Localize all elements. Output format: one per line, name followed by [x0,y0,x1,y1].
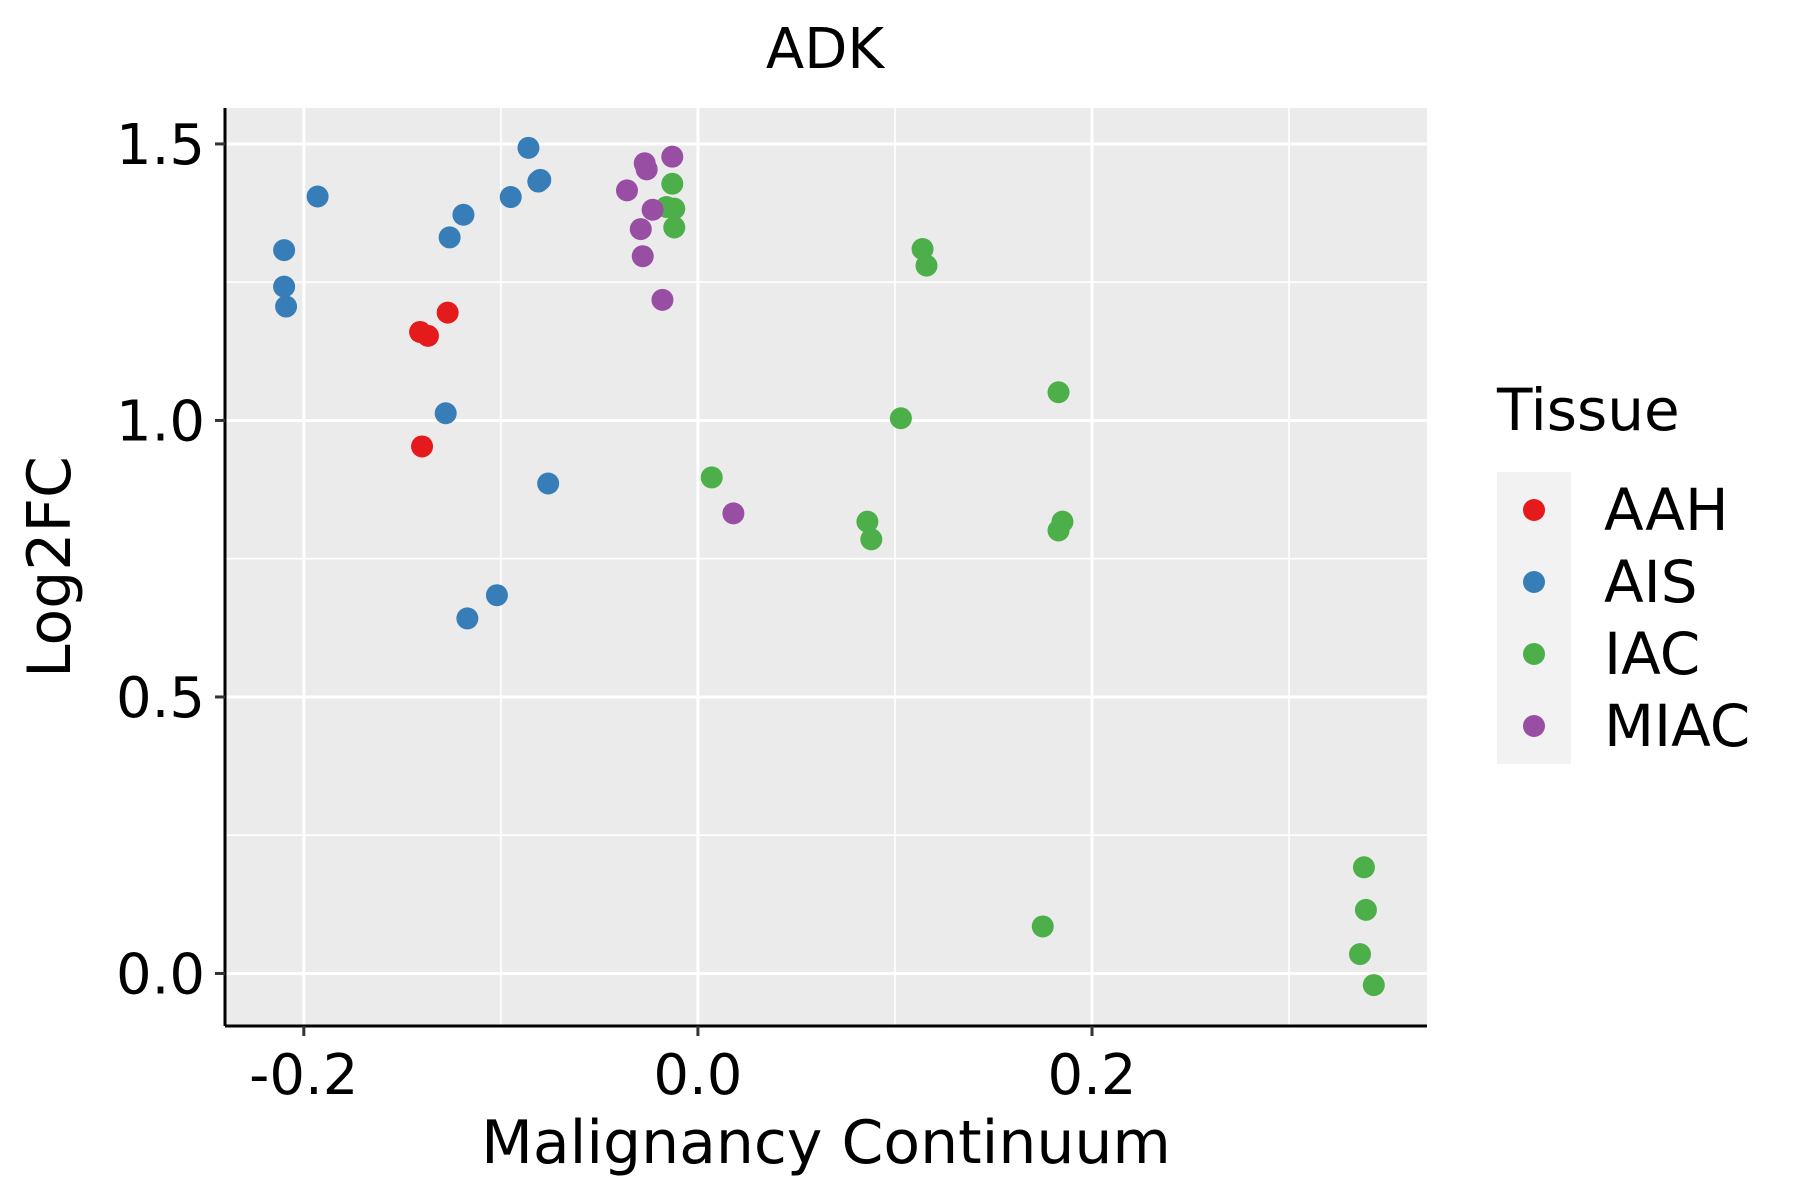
point-iac [1352,856,1375,879]
point-ais [434,402,457,425]
point-iac [1362,974,1385,997]
x-axis-label: Malignancy Continuum [481,1108,1171,1178]
point-ais [499,186,522,209]
legend-key-miac [1523,715,1545,737]
point-iac [663,197,686,220]
point-miac [722,502,745,525]
point-iac [911,238,934,261]
point-iac [663,216,686,239]
point-ais [275,295,298,318]
legend-key-ais [1523,571,1545,593]
point-iac [1051,510,1074,533]
data-points [273,136,1385,997]
point-iac [1354,898,1377,921]
y-tick-label: 1.5 [116,113,205,178]
point-miac [629,218,652,241]
legend-key-iac [1523,643,1545,665]
legend-label-miac: MIAC [1604,692,1750,760]
point-miac [635,158,658,181]
point-iac [1047,381,1070,404]
x-tick-label: 0.2 [1047,1043,1136,1108]
point-iac [889,407,912,430]
y-axis-label: Log2FC [15,456,85,678]
point-iac [700,466,723,489]
major-gridlines [225,108,1427,1026]
x-tick-label: 0.0 [653,1043,742,1108]
point-ais [438,226,461,249]
legend-key-aah [1523,499,1545,521]
point-iac [661,172,684,195]
minor-gridlines [225,108,1427,1026]
point-aah [416,324,439,347]
point-ais [485,584,508,607]
point-miac [641,198,664,221]
point-iac [915,254,938,277]
point-ais [306,185,329,208]
point-ais [517,136,540,159]
point-iac [1031,915,1054,938]
point-iac [1349,943,1372,966]
point-ais [529,168,552,191]
point-miac [661,145,684,168]
chart-title: ADK [766,17,885,82]
legend-title: Tissue [1496,376,1680,444]
point-miac [615,179,638,202]
point-aah [436,301,459,324]
point-aah [411,435,434,458]
x-tick-label: -0.2 [249,1043,358,1108]
point-ais [456,607,479,630]
y-tick-label: 1.0 [116,389,205,454]
y-tick-label: 0.5 [116,666,205,731]
y-tick-label: 0.0 [116,942,205,1007]
plot-panel [225,108,1427,1026]
point-iac [856,510,879,533]
point-ais [273,275,296,298]
legend-label-aah: AAH [1604,476,1729,544]
point-miac [631,245,654,268]
x-axis-ticks: -0.2 0.0 0.2 [249,1026,1137,1108]
y-axis-ticks: 0.0 0.5 1.0 1.5 [116,113,225,1007]
point-ais [452,203,475,226]
point-ais [273,239,296,262]
legend-label-ais: AIS [1604,548,1698,616]
legend-label-iac: IAC [1604,620,1700,688]
point-ais [537,472,560,495]
point-miac [651,288,674,311]
point-iac [860,528,883,551]
